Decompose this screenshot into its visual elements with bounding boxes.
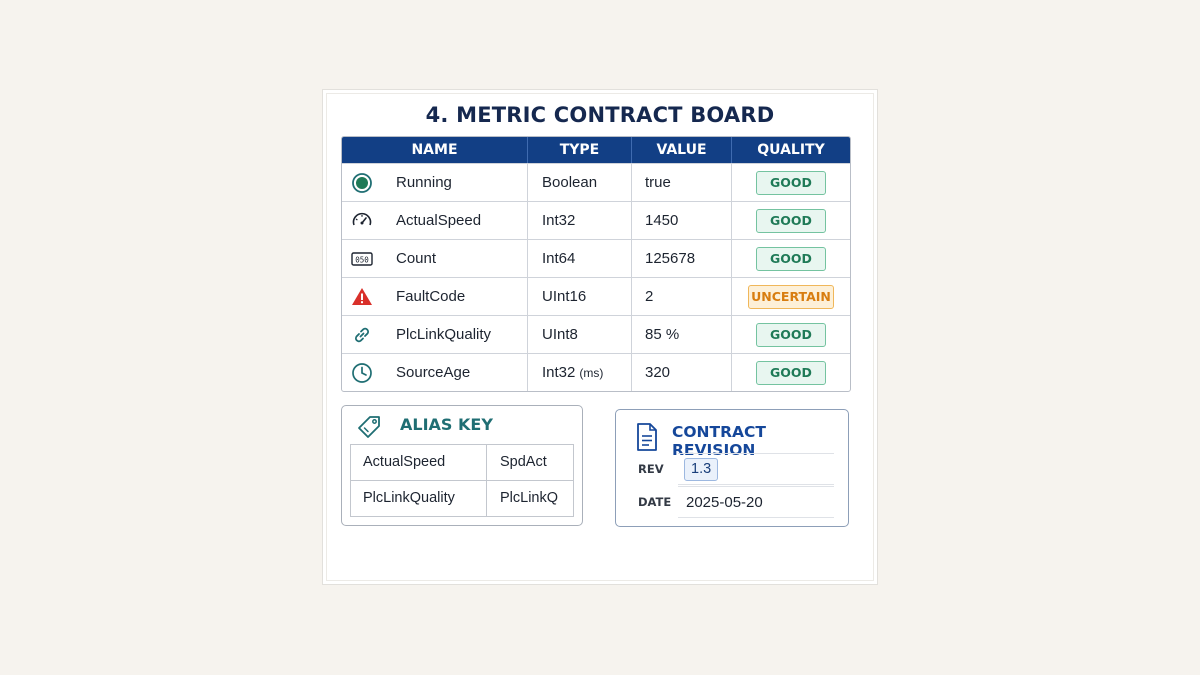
- metric-value: 2: [645, 288, 654, 305]
- alias-key-panel: ALIAS KEY ActualSpeed SpdAct PlcLinkQual…: [341, 405, 583, 526]
- metric-value: true: [645, 174, 671, 191]
- metric-contract-board: 4. METRIC CONTRACT BOARD NAME TYPE VALUE…: [322, 89, 878, 585]
- value-cell: 1450: [632, 202, 732, 239]
- type-cell: UInt8: [528, 316, 632, 353]
- metric-value: 85 %: [645, 326, 680, 343]
- name-cell: PlcLinkQuality: [342, 316, 528, 353]
- quality-badge: GOOD: [756, 208, 826, 233]
- date-value-cell: 2025-05-20: [678, 486, 834, 518]
- quality-cell: GOOD: [732, 316, 850, 353]
- table-row[interactable]: FaultCode UInt16 2 UNCERTAIN: [342, 277, 850, 315]
- quality-cell: GOOD: [732, 164, 850, 201]
- value-cell: true: [632, 164, 732, 201]
- link-icon: [355, 327, 369, 343]
- type-unit: (ms): [579, 365, 604, 380]
- metric-type: Int64: [542, 250, 576, 267]
- name-cell: ActualSpeed: [342, 202, 528, 239]
- value-cell: 85 %: [632, 316, 732, 353]
- metric-name: Count: [396, 250, 437, 267]
- type-cell: Int64: [528, 240, 632, 277]
- name-cell: SourceAge: [342, 354, 528, 391]
- contract-revision-title: CONTRACT REVISION: [672, 423, 766, 459]
- table-header: NAME TYPE VALUE QUALITY: [342, 137, 850, 163]
- counter-icon: 0​5​0: [351, 252, 373, 266]
- header-type[interactable]: TYPE: [528, 137, 632, 163]
- quality-cell: GOOD: [732, 354, 850, 391]
- metric-name: FaultCode: [396, 288, 466, 305]
- header-name[interactable]: NAME: [342, 137, 528, 163]
- alias-short-name: SpdAct: [500, 454, 547, 470]
- date-row: DATE 2025-05-20: [638, 486, 834, 518]
- speedometer-icon: [352, 212, 372, 226]
- quality-badge: GOOD: [756, 246, 826, 271]
- metric-name: ActualSpeed: [396, 212, 482, 229]
- alias-source-name: ActualSpeed: [351, 445, 487, 480]
- rev-label: REV: [638, 462, 664, 476]
- metric-name: SourceAge: [396, 364, 471, 381]
- quality-badge: GOOD: [756, 170, 826, 195]
- svg-text:0​5​0: 0​5​0: [355, 256, 369, 265]
- name-cell: 0​5​0 Count: [342, 240, 528, 277]
- revision-row: REV 1.3: [638, 453, 834, 485]
- board-title: 4. METRIC CONTRACT BOARD: [425, 103, 775, 127]
- value-cell: 125678: [632, 240, 732, 277]
- metric-type: Boolean: [542, 174, 598, 191]
- quality-cell: GOOD: [732, 240, 850, 277]
- table-row[interactable]: SourceAge Int32 (ms) 320 GOOD: [342, 353, 850, 391]
- table-row[interactable]: ActualSpeed Int32 1450 GOOD: [342, 201, 850, 239]
- card-frame: [326, 93, 874, 581]
- rev-value: 1.3: [684, 457, 719, 481]
- metric-type: Int32: [542, 364, 576, 381]
- alias-row: PlcLinkQuality PlcLinkQ: [351, 480, 573, 516]
- contract-revision-panel: CONTRACT REVISION REV 1.3 DATE 2025-05-2…: [615, 409, 849, 527]
- quality-cell: GOOD: [732, 202, 850, 239]
- type-cell: Boolean: [528, 164, 632, 201]
- table-row[interactable]: PlcLinkQuality UInt8 85 % GOOD: [342, 315, 850, 353]
- clock-icon: [352, 363, 372, 383]
- rev-value-cell: 1.3: [678, 453, 834, 485]
- header-value[interactable]: VALUE: [632, 137, 732, 163]
- metric-table: NAME TYPE VALUE QUALITY Running Boolean …: [341, 136, 851, 392]
- table-row[interactable]: 0​5​0 Count Int64 125678 GOOD: [342, 239, 850, 277]
- metric-name: Running: [396, 174, 452, 191]
- metric-type: UInt16: [542, 288, 587, 305]
- date-label: DATE: [638, 495, 672, 509]
- metric-value: 1450: [645, 212, 679, 229]
- type-cell: UInt16: [528, 278, 632, 315]
- metric-value: 320: [645, 364, 671, 381]
- header-quality[interactable]: QUALITY: [757, 142, 825, 158]
- name-cell: Running: [342, 164, 528, 201]
- document-icon: [637, 423, 657, 451]
- alias-key-title: ALIAS KEY: [400, 415, 493, 434]
- metric-type: Int32: [542, 212, 576, 229]
- tag-icon: [358, 416, 380, 438]
- quality-badge: UNCERTAIN: [748, 284, 834, 309]
- quality-badge: GOOD: [756, 360, 826, 385]
- metric-value: 125678: [645, 250, 696, 267]
- alias-source-name: PlcLinkQuality: [351, 481, 487, 516]
- value-cell: 320: [632, 354, 732, 391]
- quality-cell: UNCERTAIN: [732, 278, 850, 315]
- running-status-icon: [352, 173, 372, 193]
- metric-type: UInt8: [542, 326, 578, 343]
- table-row[interactable]: Running Boolean true GOOD: [342, 163, 850, 201]
- alias-table: ActualSpeed SpdAct PlcLinkQuality PlcLin…: [350, 444, 574, 517]
- alias-row: ActualSpeed SpdAct: [351, 445, 573, 480]
- type-cell: Int32 (ms): [528, 354, 632, 391]
- date-value: 2025-05-20: [686, 493, 763, 511]
- alias-short-name: PlcLinkQ: [500, 490, 559, 506]
- quality-badge: GOOD: [756, 322, 826, 347]
- name-cell: FaultCode: [342, 278, 528, 315]
- type-cell: Int32: [528, 202, 632, 239]
- warning-icon: [352, 288, 372, 305]
- metric-name: PlcLinkQuality: [396, 326, 492, 343]
- value-cell: 2: [632, 278, 732, 315]
